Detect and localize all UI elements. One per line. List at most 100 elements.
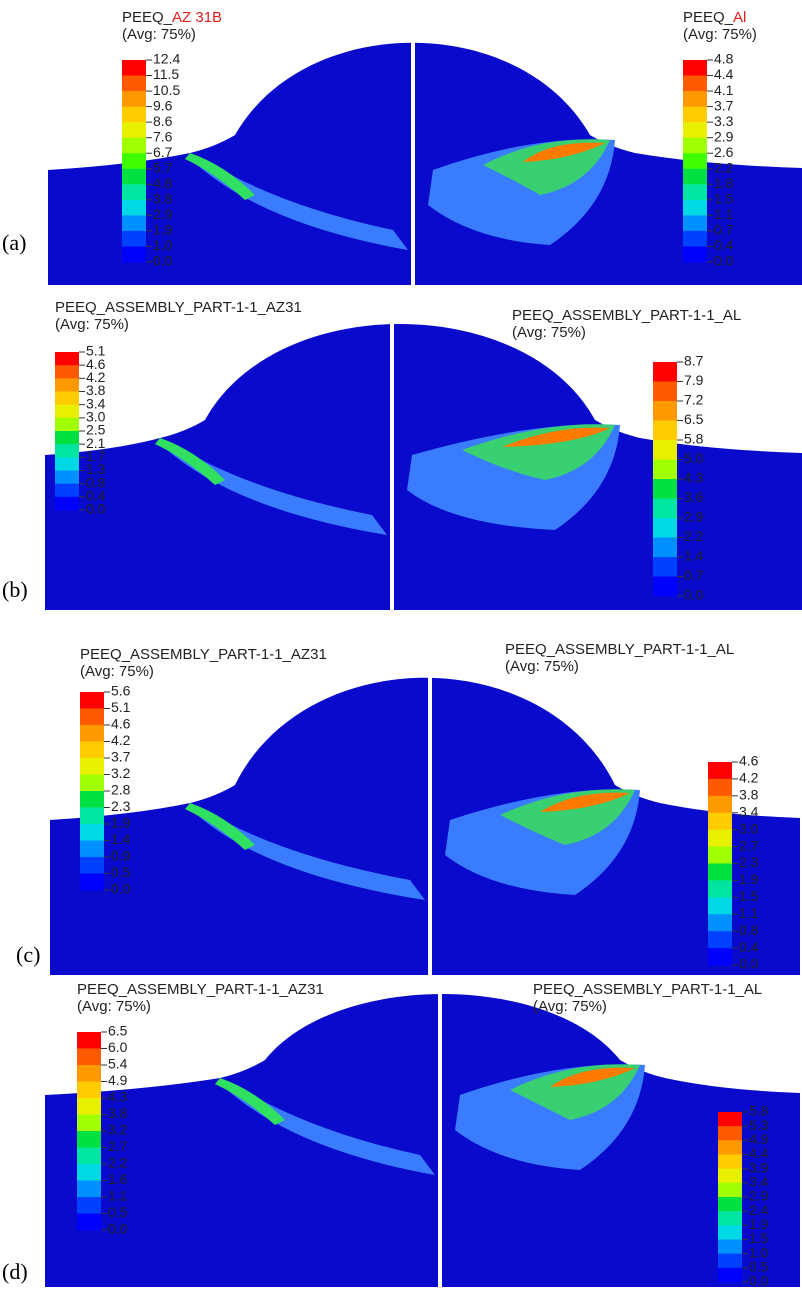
legend-tick-label: 0.0 — [108, 1221, 128, 1237]
legend-tick-label: 4.9 — [749, 1131, 769, 1147]
legend-band — [122, 60, 146, 77]
legend-tick-label: 2.3 — [111, 798, 131, 814]
legend-title: PEEQ_ASSEMBLY_PART-1-1_AL — [505, 641, 734, 658]
legend-band — [55, 470, 79, 485]
legend-tick-label: 2.3 — [739, 854, 759, 870]
legend-tick-label: 3.8 — [108, 1105, 128, 1121]
legend-band — [683, 246, 707, 263]
legend-tick-label: 7.2 — [684, 392, 704, 408]
legend-band — [77, 1098, 101, 1115]
legend-band — [55, 352, 79, 366]
legend-tick-label: 0.7 — [684, 567, 704, 583]
legend-title-text: PEEQ_ASSEMBLY_PART-1-1_AL — [533, 981, 762, 998]
legend-band — [80, 840, 104, 858]
legend-band — [80, 791, 104, 808]
legend-tick-label: 3.0 — [739, 820, 759, 836]
legend-tick-label: 6.5 — [108, 1023, 128, 1039]
legend-tick-label: 2.9 — [714, 128, 734, 144]
legend-band — [55, 391, 79, 406]
legend-tick-label: 2.5 — [86, 422, 106, 438]
legend-tick-label: 6.0 — [108, 1039, 128, 1055]
legend-tick-label: 2.4 — [749, 1202, 769, 1218]
workpiece — [45, 994, 800, 1287]
legend-tick-label: 4.3 — [108, 1089, 128, 1105]
legend-band — [653, 518, 677, 538]
legend-band — [708, 914, 732, 932]
legend-tick-label: 0.0 — [714, 253, 734, 269]
legend-tick-label: 3.8 — [153, 191, 173, 207]
legend-band — [55, 404, 79, 419]
legend-band — [122, 75, 146, 92]
strain-zone — [195, 157, 408, 250]
legend-title-text: PEEQ_ASSEMBLY_PART-1-1_AZ31 — [55, 299, 302, 316]
legend-band — [55, 444, 79, 458]
legend-band — [122, 137, 146, 154]
legend-band — [683, 230, 707, 247]
legend-tick-label: 2.1 — [86, 435, 106, 451]
legend-tick-label: 3.7 — [111, 749, 131, 765]
legend-band — [718, 1126, 742, 1141]
legend-title: PEEQ_ASSEMBLY_PART-1-1_AZ31 — [55, 299, 302, 316]
legend-band — [77, 1114, 101, 1132]
legend-tick-label: 0.0 — [111, 881, 131, 897]
legend-tick-label: 2.7 — [108, 1138, 128, 1154]
legend-band — [122, 106, 146, 123]
panel-label: (d) — [2, 1259, 28, 1284]
legend-tick-label: 1.5 — [739, 888, 759, 904]
legend-tick-label: 3.8 — [739, 787, 759, 803]
legend-tick-label: 1.8 — [714, 175, 734, 191]
legend-tick-label: 2.8 — [111, 782, 131, 798]
legend-band — [122, 168, 146, 185]
legend-band — [80, 741, 104, 759]
legend-tick-label: 11.5 — [153, 66, 179, 82]
legend-tick-label: 8.7 — [684, 353, 704, 369]
legend-band — [683, 153, 707, 170]
legend-avg: (Avg: 75%) — [533, 998, 607, 1015]
legend-band — [718, 1253, 742, 1269]
legend-tick-label: 0.4 — [714, 237, 734, 253]
legend-band — [55, 365, 79, 379]
legend-band — [77, 1180, 101, 1198]
legend-tick-label: 0.0 — [739, 956, 759, 972]
legend-tick-label: 3.0 — [86, 409, 106, 425]
legend-band — [718, 1182, 742, 1198]
legend-band — [683, 91, 707, 108]
legend-tick-label: 4.4 — [749, 1145, 769, 1161]
legend-tick-label: 0.5 — [749, 1259, 769, 1275]
legend-band — [718, 1154, 742, 1170]
legend-tick-label: 5.3 — [749, 1117, 769, 1133]
legend-band — [683, 184, 707, 201]
legend-band — [653, 362, 677, 382]
legend-band — [55, 431, 79, 445]
panel: (b)PEEQ_ASSEMBLY_PART-1-1_AZ31(Avg: 75%)… — [2, 299, 802, 610]
legend-tick-label: 2.9 — [749, 1188, 769, 1204]
legend-tick-label: 10.5 — [153, 82, 180, 98]
legend-tick-label: 0.0 — [153, 253, 173, 269]
legend-tick-label: 2.9 — [153, 206, 173, 222]
legend-band — [77, 1164, 101, 1181]
legend-tick-label: 5.4 — [108, 1056, 128, 1072]
legend-tick-label: 5.1 — [86, 343, 106, 359]
legend-band — [80, 774, 104, 792]
legend-band — [653, 420, 677, 441]
panel-label: (c) — [16, 942, 40, 967]
strain-zone — [185, 153, 255, 200]
legend-tick-label: 1.5 — [749, 1230, 769, 1246]
legend-band — [653, 537, 677, 558]
legend-band — [80, 857, 104, 874]
legend-band — [708, 795, 732, 814]
legend-tick-label: 6.5 — [684, 411, 704, 427]
legend-tick-label: 8.6 — [153, 113, 173, 129]
legend-band — [708, 846, 732, 864]
legend-band — [683, 137, 707, 154]
legend-band — [718, 1267, 742, 1283]
legend-tick-label: 4.6 — [111, 716, 131, 732]
legend-tick-label: 1.3 — [86, 461, 106, 477]
legend-tick-label: 0.0 — [684, 587, 704, 603]
legend-title-text: PEEQ_ — [122, 9, 173, 26]
legend-avg: (Avg: 75%) — [512, 324, 586, 341]
legend-tick-label: 3.2 — [108, 1122, 128, 1138]
legend-band — [80, 692, 104, 709]
legend-band — [653, 479, 677, 499]
